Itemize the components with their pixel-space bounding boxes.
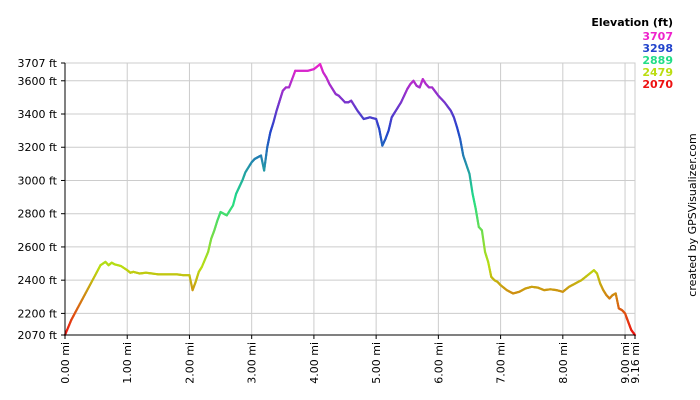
x-tick-label: 9.00 mi bbox=[619, 342, 632, 384]
x-axis: 0.00 mi 1.00 mi 2.00 mi 3.00 mi 4.00 mi 5.00 … bbox=[59, 334, 642, 384]
legend-entry-2070: 2070 bbox=[642, 78, 673, 91]
x-tick-label: 3.00 mi bbox=[246, 342, 259, 384]
legend: Elevation (ft) 3707 3298 2889 2479 2070 bbox=[591, 16, 673, 91]
x-tick-label: 6.00 mi bbox=[432, 342, 445, 384]
y-axis: 2070 ft 2200 ft 2400 ft 2600 ft 2800 ft 3000 … bbox=[18, 57, 66, 342]
x-tick-label: 1.00 mi bbox=[121, 342, 134, 384]
x-tick-label: 2.00 mi bbox=[183, 342, 196, 384]
y-tick-label: 2600 ft bbox=[18, 241, 58, 254]
x-tick-label: 9.16 mi bbox=[629, 342, 642, 384]
elevation-profile-line bbox=[63, 63, 637, 337]
y-tick-label: 2200 ft bbox=[18, 307, 58, 320]
x-tick-label: 7.00 mi bbox=[495, 342, 508, 384]
y-tick-label: 3707 ft bbox=[18, 57, 58, 70]
y-tick-label: 3600 ft bbox=[18, 75, 58, 88]
plot-frame bbox=[64, 62, 636, 336]
legend-entry-2479: 2479 bbox=[642, 66, 673, 79]
y-tick-label: 3000 ft bbox=[18, 174, 58, 187]
legend-entry-2889: 2889 bbox=[642, 54, 673, 67]
credit-text: created by GPSVisualizer.com bbox=[686, 133, 699, 296]
y-tick-label: 3400 ft bbox=[18, 108, 58, 121]
x-tick-label: 0.00 mi bbox=[59, 342, 72, 384]
legend-title: Elevation (ft) bbox=[591, 16, 673, 29]
y-tick-label: 3200 ft bbox=[18, 141, 58, 154]
y-tick-label: 2400 ft bbox=[18, 274, 58, 287]
x-tick-label: 5.00 mi bbox=[370, 342, 383, 384]
grid bbox=[64, 62, 636, 336]
y-tick-label: 2070 ft bbox=[18, 329, 58, 342]
legend-entry-3298: 3298 bbox=[642, 42, 673, 55]
x-tick-label: 8.00 mi bbox=[557, 342, 570, 384]
x-tick-label: 4.00 mi bbox=[308, 342, 321, 384]
y-tick-label: 2800 ft bbox=[18, 208, 58, 221]
legend-entry-3707: 3707 bbox=[642, 30, 673, 43]
